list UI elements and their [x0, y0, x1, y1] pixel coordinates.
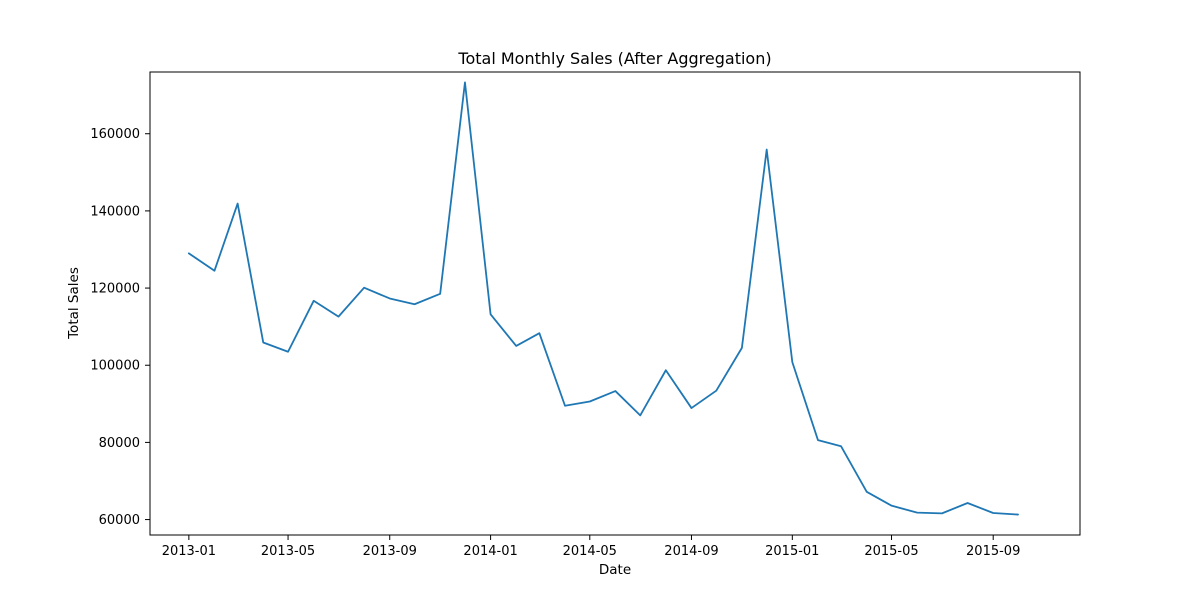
x-tick-label: 2013-05 [261, 544, 315, 559]
y-tick-label: 60000 [99, 513, 140, 528]
y-tick-label: 80000 [99, 436, 140, 451]
x-tick-label: 2013-09 [363, 544, 417, 559]
plot-area-frame [149, 71, 1081, 536]
y-tick-label: 100000 [90, 359, 140, 374]
x-tick-label: 2015-09 [966, 544, 1020, 559]
x-tick-label: 2014-09 [664, 544, 718, 559]
x-tick-label: 2015-01 [765, 544, 819, 559]
y-tick-label: 120000 [90, 282, 140, 297]
y-axis-label: Total Sales [66, 267, 82, 340]
x-tick-label: 2014-01 [463, 544, 517, 559]
x-tick-label: 2013-01 [162, 544, 216, 559]
series-line-0 [187, 81, 1019, 516]
x-axis-label: Date [599, 562, 631, 578]
x-tick-label: 2015-05 [864, 544, 918, 559]
x-axis-ticks: 2013-01 2013-05 2013-09 2014-01 2014-05 2014-… [162, 535, 1020, 559]
chart-title: Total Monthly Sales (After Aggregation) [457, 49, 771, 68]
y-tick-label: 140000 [90, 204, 140, 219]
x-tick-label: 2014-05 [563, 544, 617, 559]
y-axis-ticks: 60000 80000 100000 120000 140000 160000 [90, 127, 150, 528]
series-layer [187, 81, 1019, 516]
y-tick-label: 160000 [90, 127, 140, 142]
